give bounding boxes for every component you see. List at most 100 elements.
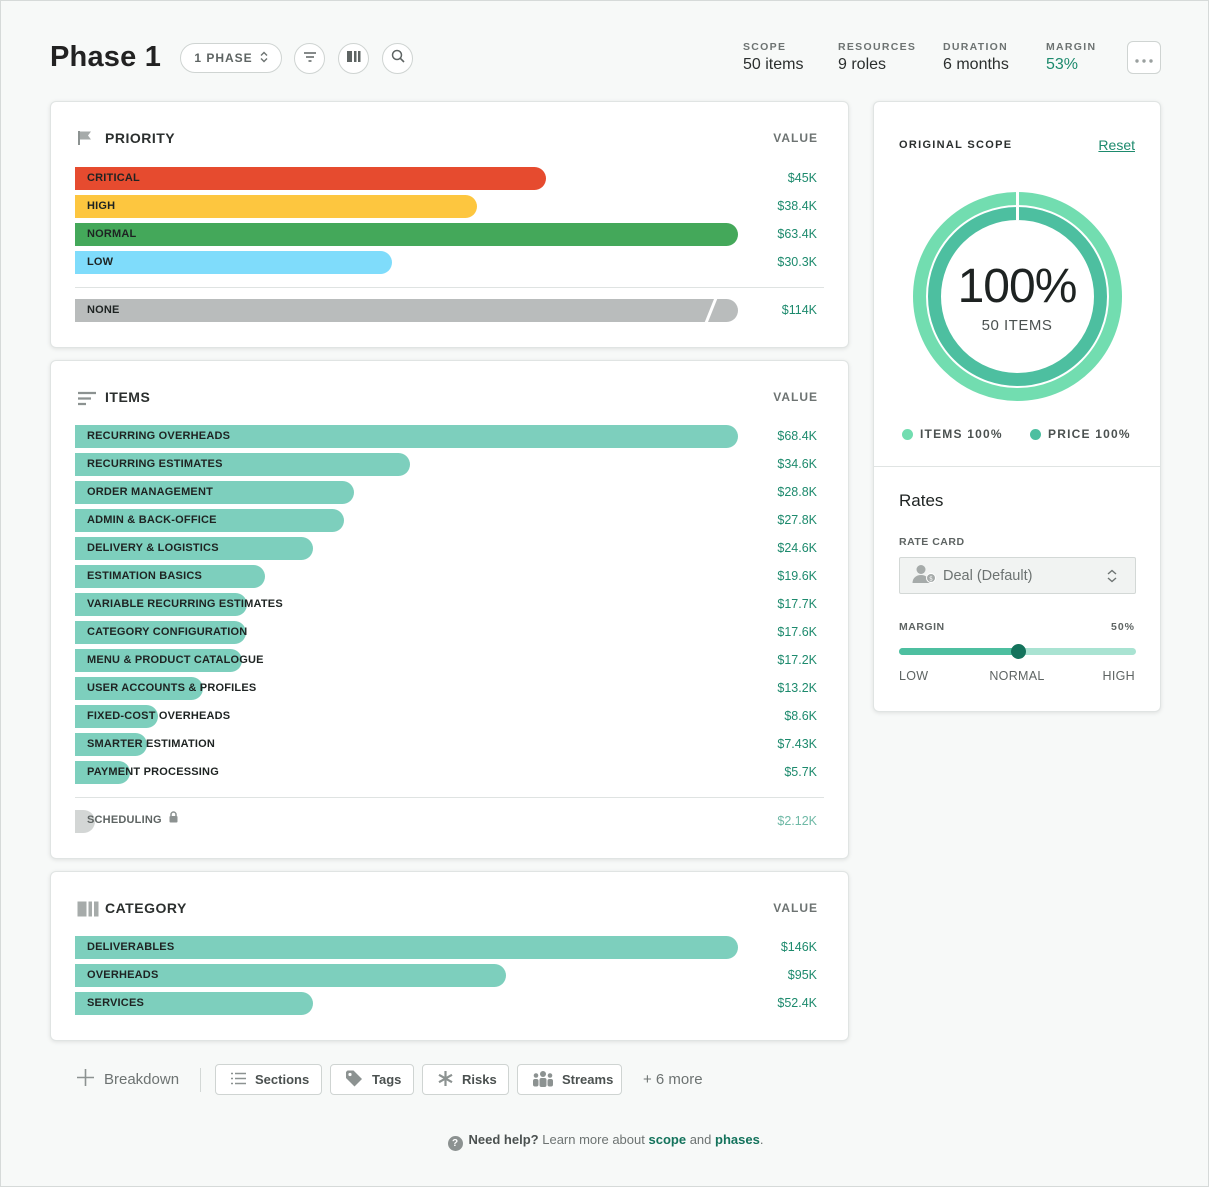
sections-label: Sections: [255, 1072, 310, 1087]
risks-button[interactable]: Risks: [422, 1064, 509, 1095]
rate-card-label: RATE CARD: [899, 536, 965, 548]
items-label: USER ACCOUNTS & PROFILES: [87, 682, 257, 694]
items-label: PAYMENT PROCESSING: [87, 766, 219, 778]
category-value: $95K: [787, 968, 817, 982]
items-locked-label: SCHEDULING: [87, 814, 162, 826]
phase-selector-label: 1 PHASE: [194, 51, 253, 65]
streams-button[interactable]: Streams: [517, 1064, 622, 1095]
items-value: $13.2K: [777, 681, 817, 695]
help-text: Learn more about: [542, 1132, 645, 1147]
add-breakdown-button[interactable]: Breakdown: [76, 1064, 179, 1095]
items-bar[interactable]: [75, 593, 247, 616]
priority-none-value: $114K: [781, 303, 817, 317]
priority-bar[interactable]: [75, 195, 477, 218]
rate-card-select[interactable]: $ Deal (Default): [899, 557, 1136, 594]
items-card: ITEMS VALUE RECURRING OVERHEADS $68.4K REC…: [50, 360, 849, 859]
items-bar[interactable]: [75, 453, 410, 476]
priority-bar[interactable]: [75, 167, 546, 190]
priority-bar[interactable]: [75, 251, 392, 274]
items-value: $24.6K: [777, 541, 817, 555]
more-options-button[interactable]: [1127, 41, 1161, 74]
scope-percent: 100%: [957, 260, 1078, 313]
value-header: VALUE: [773, 131, 818, 145]
category-label: DELIVERABLES: [87, 941, 175, 953]
items-bar[interactable]: [75, 761, 130, 784]
items-bar[interactable]: [75, 649, 242, 672]
items-bar[interactable]: [75, 705, 158, 728]
phase-selector[interactable]: 1 PHASE: [180, 43, 282, 73]
columns-icon: [77, 901, 99, 922]
columns-button[interactable]: [338, 43, 369, 74]
search-button[interactable]: [382, 43, 413, 74]
legend-items-label: ITEMS 100%: [920, 427, 1003, 441]
items-value: $17.2K: [777, 653, 817, 667]
plus-icon: [76, 1068, 95, 1091]
scope-help-link[interactable]: scope: [648, 1132, 687, 1147]
items-bar[interactable]: [75, 481, 354, 504]
phases-help-link[interactable]: phases: [715, 1132, 760, 1147]
stat-resources: RESOURCES 9 roles: [838, 41, 916, 74]
priority-none-bar[interactable]: [75, 299, 738, 322]
priority-label: LOW: [87, 256, 114, 268]
flag-icon: [77, 130, 93, 151]
help-icon: ?: [447, 1136, 463, 1151]
sections-button[interactable]: Sections: [215, 1064, 322, 1095]
category-bar[interactable]: [75, 992, 313, 1015]
items-title: ITEMS: [105, 389, 151, 405]
tags-button[interactable]: Tags: [330, 1064, 414, 1095]
items-label: FIXED-COST OVERHEADS: [87, 710, 231, 722]
svg-text:$: $: [929, 575, 933, 582]
margin-slider[interactable]: [899, 644, 1136, 659]
items-value: $5.7K: [784, 765, 817, 779]
divider: [200, 1068, 201, 1092]
items-bar[interactable]: [75, 733, 147, 756]
divider: [874, 466, 1160, 467]
priority-bar[interactable]: [75, 223, 738, 246]
items-label: ESTIMATION BASICS: [87, 570, 203, 582]
category-label: SERVICES: [87, 997, 145, 1009]
items-bar[interactable]: [75, 537, 313, 560]
ring-start-marker: [1016, 190, 1019, 220]
items-bar[interactable]: [75, 621, 246, 644]
category-value: $146K: [780, 940, 817, 954]
items-label: MENU & PRODUCT CATALOGUE: [87, 654, 264, 666]
scope-donut-chart: [913, 190, 1122, 401]
items-value: $8.6K: [784, 709, 817, 723]
stat-label: DURATION: [943, 41, 1009, 53]
stat-duration: DURATION 6 months: [943, 41, 1009, 74]
legend-dot: [902, 428, 913, 440]
items-bar[interactable]: [75, 565, 265, 588]
chevron-updown-icon: [1107, 569, 1117, 587]
rate-card-value: Deal (Default): [943, 567, 1033, 584]
priority-title: PRIORITY: [105, 130, 176, 146]
items-bar[interactable]: [75, 677, 203, 700]
items-label: CATEGORY CONFIGURATION: [87, 626, 248, 638]
more-breakdowns-link[interactable]: + 6 more: [643, 1071, 703, 1088]
items-value: $27.8K: [777, 513, 817, 527]
margin-value: 50%: [1110, 621, 1135, 633]
items-label: VARIABLE RECURRING ESTIMATES: [87, 598, 283, 610]
category-bar[interactable]: [75, 964, 506, 987]
filter-button[interactable]: [294, 43, 325, 74]
scope-items: 50 ITEMS: [981, 317, 1053, 334]
priority-value: $63.4K: [777, 227, 817, 241]
category-bar[interactable]: [75, 936, 738, 959]
items-bar[interactable]: [75, 425, 738, 448]
items-value: $68.4K: [777, 429, 817, 443]
legend-dot: [1030, 428, 1041, 440]
columns-icon: [346, 50, 361, 68]
tick-normal: NORMAL: [989, 669, 1045, 683]
rates-title: Rates: [899, 491, 944, 510]
list-icon: [230, 1072, 247, 1088]
divider: [75, 287, 824, 288]
scope-card: ORIGINAL SCOPE Reset 100% 50 ITEMS ITEMS…: [873, 101, 1161, 712]
items-locked-bar: [75, 810, 95, 833]
reset-link[interactable]: Reset: [1098, 137, 1135, 153]
items-label: RECURRING ESTIMATES: [87, 458, 223, 470]
slider-handle[interactable]: [1010, 644, 1026, 659]
items-bar[interactable]: [75, 509, 344, 532]
legend-items: ITEMS 100%: [902, 427, 1003, 441]
stat-label: RESOURCES: [838, 41, 917, 53]
stat-value: 53%: [1046, 56, 1079, 73]
chevron-updown-icon: [260, 51, 268, 66]
